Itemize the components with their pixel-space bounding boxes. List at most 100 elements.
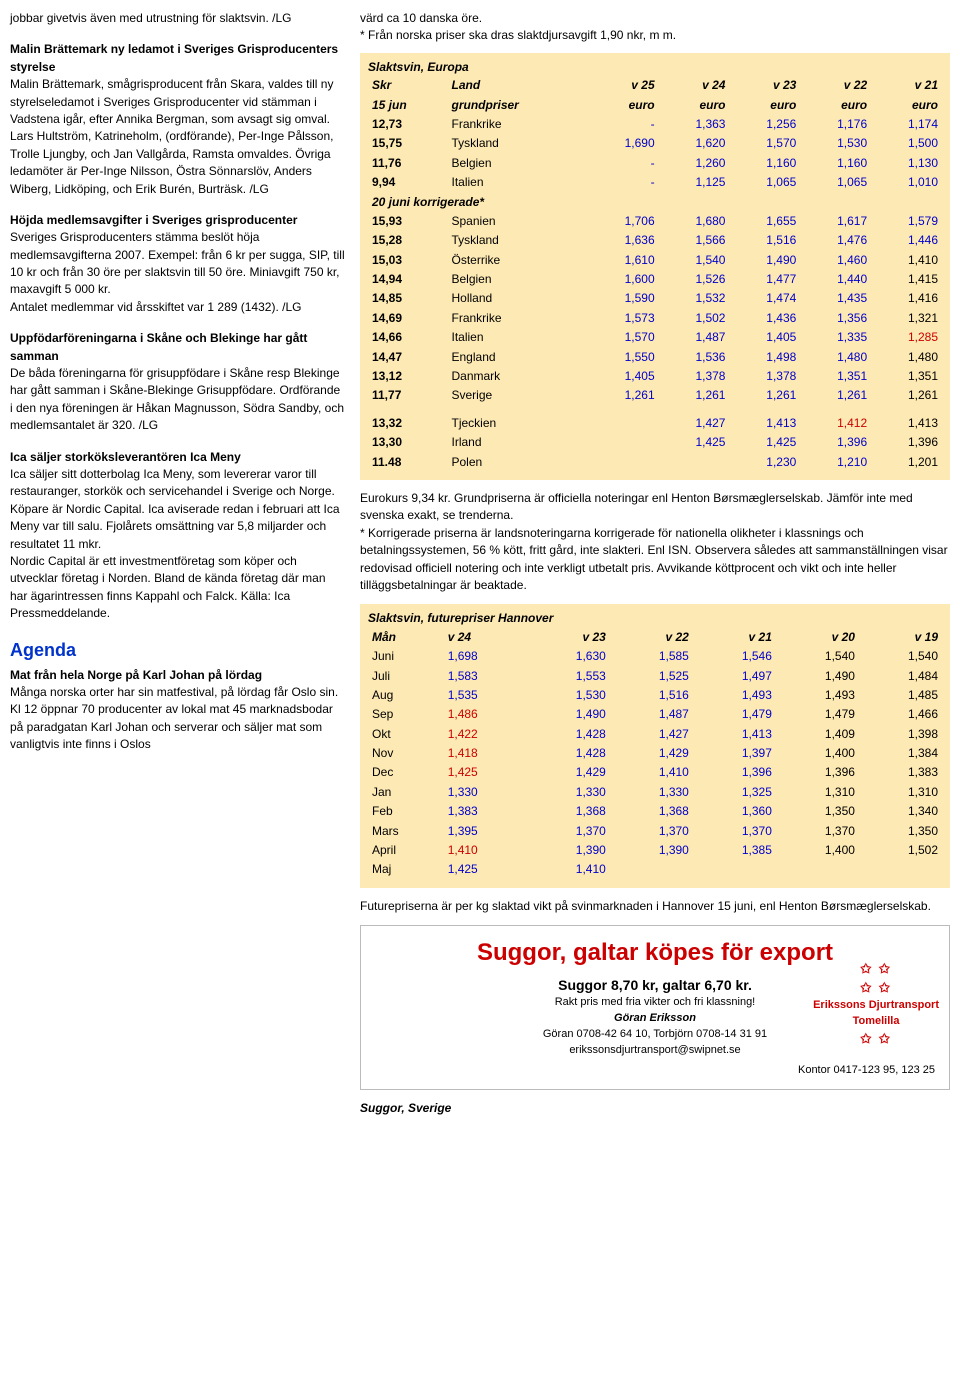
col-header: v 23	[729, 76, 800, 95]
col-header: v 24	[444, 628, 527, 647]
cell: 1,410	[610, 763, 693, 782]
cell	[659, 453, 730, 472]
cell: 1,573	[588, 309, 659, 328]
col-header: euro	[800, 96, 871, 115]
cell: 11.48	[368, 453, 448, 472]
right-column: värd ca 10 danska öre. * Från norska pri…	[360, 10, 950, 1129]
cell: 1,474	[729, 289, 800, 308]
cell: 1,486	[444, 705, 527, 724]
cell: 1,416	[871, 289, 942, 308]
cell: 1,428	[527, 725, 610, 744]
cell: 1,428	[527, 744, 610, 763]
cell: 1,600	[588, 270, 659, 289]
cell: 1,396	[776, 763, 859, 782]
cell: 1,487	[610, 705, 693, 724]
cell: 1,390	[610, 841, 693, 860]
table-row: 11,76Belgien-1,2601,1601,1601,130	[368, 154, 942, 173]
col-header: v 22	[800, 76, 871, 95]
col-header: euro	[871, 96, 942, 115]
table-row: 14,47England1,5501,5361,4981,4801,480	[368, 348, 942, 367]
star-icon: ✩ ✩✩ ✩	[813, 960, 939, 998]
cell: 1,396	[693, 763, 776, 782]
col-header: euro	[588, 96, 659, 115]
cell: 1,330	[610, 783, 693, 802]
cell: Nov	[368, 744, 444, 763]
cell	[588, 414, 659, 433]
cell: 1,655	[729, 212, 800, 231]
cell: 1,370	[527, 822, 610, 841]
suggor-heading: Suggor, Sverige	[360, 1100, 950, 1117]
cell: 1,310	[776, 783, 859, 802]
cell: 1,370	[693, 822, 776, 841]
cell: 1,335	[800, 328, 871, 347]
cell: 1,351	[800, 367, 871, 386]
col-header: v 21	[693, 628, 776, 647]
cell: 1,125	[659, 173, 730, 192]
cell: 1,174	[871, 115, 942, 134]
cell: Jan	[368, 783, 444, 802]
cell: 1,502	[859, 841, 942, 860]
table-row: 15,75Tyskland1,6901,6201,5701,5301,500	[368, 134, 942, 153]
col-header: 15 jun	[368, 96, 448, 115]
table-row: Okt1,4221,4281,4271,4131,4091,398	[368, 725, 942, 744]
table-row: 14,69Frankrike1,5731,5021,4361,3561,321	[368, 309, 942, 328]
cell: Danmark	[448, 367, 588, 386]
article-4: Ica säljer storköksleverantören Ica Meny…	[10, 449, 345, 623]
cell: 1,422	[444, 725, 527, 744]
table-row: 12,73Frankrike-1,3631,2561,1761,174	[368, 115, 942, 134]
cell: 1,484	[859, 667, 942, 686]
top-note-1: värd ca 10 danska öre.	[360, 10, 950, 27]
cell: 1,706	[588, 212, 659, 231]
cell: 1,261	[800, 386, 871, 405]
cell: 1,636	[588, 231, 659, 250]
cell: 1,351	[871, 367, 942, 386]
cell: 1,535	[444, 686, 527, 705]
cell: -	[588, 154, 659, 173]
cell: 1,325	[693, 783, 776, 802]
cell: Dec	[368, 763, 444, 782]
cell: Österrike	[448, 251, 588, 270]
cell: 1,546	[693, 647, 776, 666]
article-1-title: Malin Brättemark ny ledamot i Sveriges G…	[10, 41, 345, 76]
article-2-body: Sveriges Grisproducenters stämma beslöt …	[10, 229, 345, 316]
europa-title: Slaktsvin, Europa	[368, 59, 942, 76]
star-icon: ✩ ✩	[813, 1030, 939, 1049]
cell: 1,230	[729, 453, 800, 472]
left-column: jobbar givetvis även med utrustning för …	[10, 10, 345, 1129]
cell: 1,429	[610, 744, 693, 763]
cell: Frankrike	[448, 115, 588, 134]
cell: Juni	[368, 647, 444, 666]
cell: 14,85	[368, 289, 448, 308]
cell: Tyskland	[448, 134, 588, 153]
cell: 1,540	[659, 251, 730, 270]
cell: 1,065	[800, 173, 871, 192]
cell: Okt	[368, 725, 444, 744]
cell: 1,065	[729, 173, 800, 192]
cell: 1,630	[527, 647, 610, 666]
table-row: 14,66Italien1,5701,4871,4051,3351,285	[368, 328, 942, 347]
cell: 14,47	[368, 348, 448, 367]
article-5: Mat från hela Norge på Karl Johan på lör…	[10, 667, 345, 754]
cell: Sverige	[448, 386, 588, 405]
cell: Irland	[448, 433, 588, 452]
table-row: 15,28Tyskland1,6361,5661,5161,4761,446	[368, 231, 942, 250]
ad-brand-2: Tomelilla	[813, 1014, 939, 1030]
article-3-body: De båda föreningarna för grisuppfödare i…	[10, 365, 345, 435]
cell: 1,410	[444, 841, 527, 860]
article-1: Malin Brättemark ny ledamot i Sveriges G…	[10, 41, 345, 198]
cell: 1,487	[659, 328, 730, 347]
cell: 1,530	[800, 134, 871, 153]
cell: Aug	[368, 686, 444, 705]
cell: 1,260	[659, 154, 730, 173]
cell: 1,570	[729, 134, 800, 153]
cell: 1,536	[659, 348, 730, 367]
col-header: v 20	[776, 628, 859, 647]
ad-brand: ✩ ✩✩ ✩ Erikssons Djurtransport Tomelilla…	[813, 960, 939, 1048]
cell: 1,479	[693, 705, 776, 724]
cell: 1,321	[871, 309, 942, 328]
cell: 1,585	[610, 647, 693, 666]
table-row: Juli1,5831,5531,5251,4971,4901,484	[368, 667, 942, 686]
cell: 1,525	[610, 667, 693, 686]
cell: 1,385	[693, 841, 776, 860]
cell: 1,435	[800, 289, 871, 308]
